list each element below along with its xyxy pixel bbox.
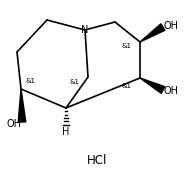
Polygon shape	[140, 78, 165, 93]
Text: OH: OH	[163, 86, 178, 96]
Text: N: N	[81, 25, 89, 35]
Polygon shape	[140, 24, 165, 42]
Text: &1: &1	[69, 79, 79, 85]
Text: &1: &1	[26, 78, 36, 84]
Text: H: H	[62, 127, 70, 137]
Text: HCl: HCl	[87, 153, 108, 167]
Text: &1: &1	[121, 83, 131, 89]
Text: OH: OH	[163, 21, 178, 31]
Text: &1: &1	[121, 43, 131, 49]
Text: OH: OH	[6, 119, 21, 129]
Polygon shape	[18, 89, 26, 122]
